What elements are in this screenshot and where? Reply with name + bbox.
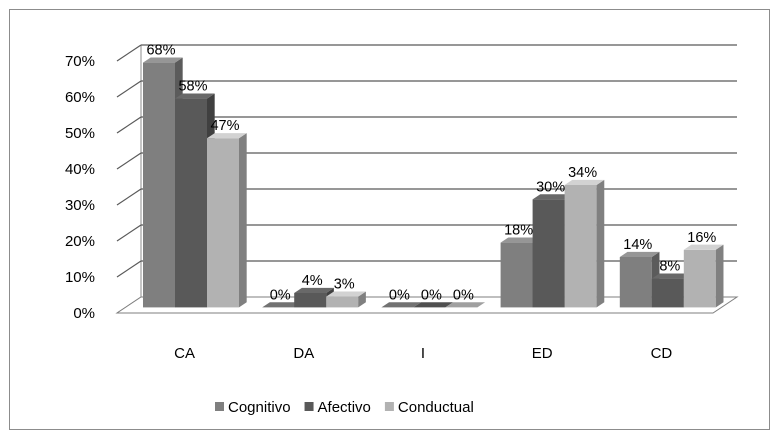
chart-frame — [9, 9, 770, 430]
bar-top — [564, 179, 605, 185]
y-tick-label: 40% — [65, 161, 95, 178]
legend-swatch — [384, 402, 394, 411]
data-label: 4% — [302, 273, 323, 289]
bar-conductual-ca — [207, 133, 247, 308]
data-label: 0% — [421, 287, 442, 303]
bar-front — [294, 293, 327, 308]
bar-side — [715, 244, 724, 308]
bar-front — [564, 185, 597, 308]
legend-item: Cognitivo — [215, 399, 291, 416]
y-tick-label: 70% — [65, 53, 95, 70]
y-tick-label: 10% — [65, 269, 95, 286]
y-tick-label: 0% — [73, 305, 95, 322]
legend-swatch — [215, 402, 224, 411]
y-tick-label: 30% — [65, 197, 95, 214]
bar-top — [500, 237, 541, 243]
bar-front — [619, 257, 652, 308]
gridline-diag — [116, 152, 142, 170]
data-label: 8% — [659, 259, 680, 275]
gridline-diag — [116, 188, 142, 206]
data-label: 68% — [146, 43, 175, 59]
data-label: 0% — [270, 287, 291, 303]
bar-side — [358, 291, 366, 308]
legend-item: Conductual — [384, 399, 474, 416]
bar-top — [651, 273, 692, 279]
data-label: 3% — [334, 277, 355, 293]
data-label: 58% — [178, 79, 207, 95]
data-label: 30% — [536, 179, 565, 195]
gridline-diag — [116, 44, 142, 62]
bar-top — [175, 93, 215, 99]
bar-front — [207, 138, 239, 308]
bar-top — [143, 57, 183, 63]
bar-top — [619, 251, 660, 257]
bar-front — [532, 199, 565, 308]
data-label: 34% — [568, 165, 597, 181]
legend-swatch — [304, 402, 314, 411]
bar-zero — [381, 302, 422, 308]
y-tick-label: 50% — [65, 125, 95, 142]
y-axis-ticks: 0% 10% 20% 30% 40% 50% 60% 70% — [65, 53, 95, 322]
legend-label: Conductual — [398, 399, 474, 416]
bar-zero — [262, 302, 302, 308]
bar-side — [239, 133, 247, 308]
category-label: CA — [174, 345, 195, 362]
gridline-diag — [116, 260, 142, 278]
data-label: 18% — [504, 223, 533, 239]
category-label: I — [421, 345, 425, 362]
bar-zero — [413, 302, 454, 308]
category-label: DA — [293, 345, 314, 362]
category-label: CD — [651, 345, 673, 362]
bar-zero — [445, 302, 486, 308]
gridline-diag — [116, 116, 142, 134]
data-label: 47% — [210, 118, 239, 134]
bars — [143, 57, 724, 308]
legend-label: Cognitivo — [228, 399, 291, 416]
gridline-diag — [116, 80, 142, 98]
bar-front — [175, 98, 207, 308]
bar-front — [326, 296, 359, 308]
bar-top — [683, 244, 724, 250]
legend: Cognitivo Afectivo Conductual — [215, 399, 474, 416]
data-label: 0% — [389, 287, 410, 303]
category-label: ED — [532, 345, 553, 362]
legend-item: Afectivo — [304, 399, 371, 416]
y-tick-label: 20% — [65, 233, 95, 250]
bar-conductual-i — [445, 302, 486, 308]
data-label: 14% — [623, 237, 652, 253]
bar-top — [207, 133, 247, 139]
bar-side — [596, 179, 605, 308]
y-tick-label: 60% — [65, 89, 95, 106]
bar-front — [683, 249, 716, 308]
bar-front — [500, 242, 533, 308]
x-axis-categories: CA DA I ED CD — [174, 345, 672, 362]
bar-conductual-cd — [683, 244, 724, 308]
data-label: 16% — [687, 230, 716, 246]
bar-front — [651, 278, 684, 308]
bar-cognitivo-da — [262, 302, 302, 308]
bar-conductual-ed — [564, 179, 605, 308]
bar-top — [532, 194, 573, 200]
bar-front — [143, 62, 175, 308]
bar-cognitivo-i — [381, 302, 422, 308]
legend-label: Afectivo — [318, 399, 371, 416]
bar-top — [326, 291, 366, 297]
bar-conductual-da — [326, 291, 366, 308]
gridline-diag — [116, 224, 142, 242]
data-label: 0% — [453, 287, 474, 303]
bar-top — [294, 287, 334, 293]
bar-afectivo-i — [413, 302, 454, 308]
data-labels: 68% 58% 47% 0% 4% 3% 0% 0% 0% 18% 30%34% 14% 8% 16% — [146, 43, 716, 304]
